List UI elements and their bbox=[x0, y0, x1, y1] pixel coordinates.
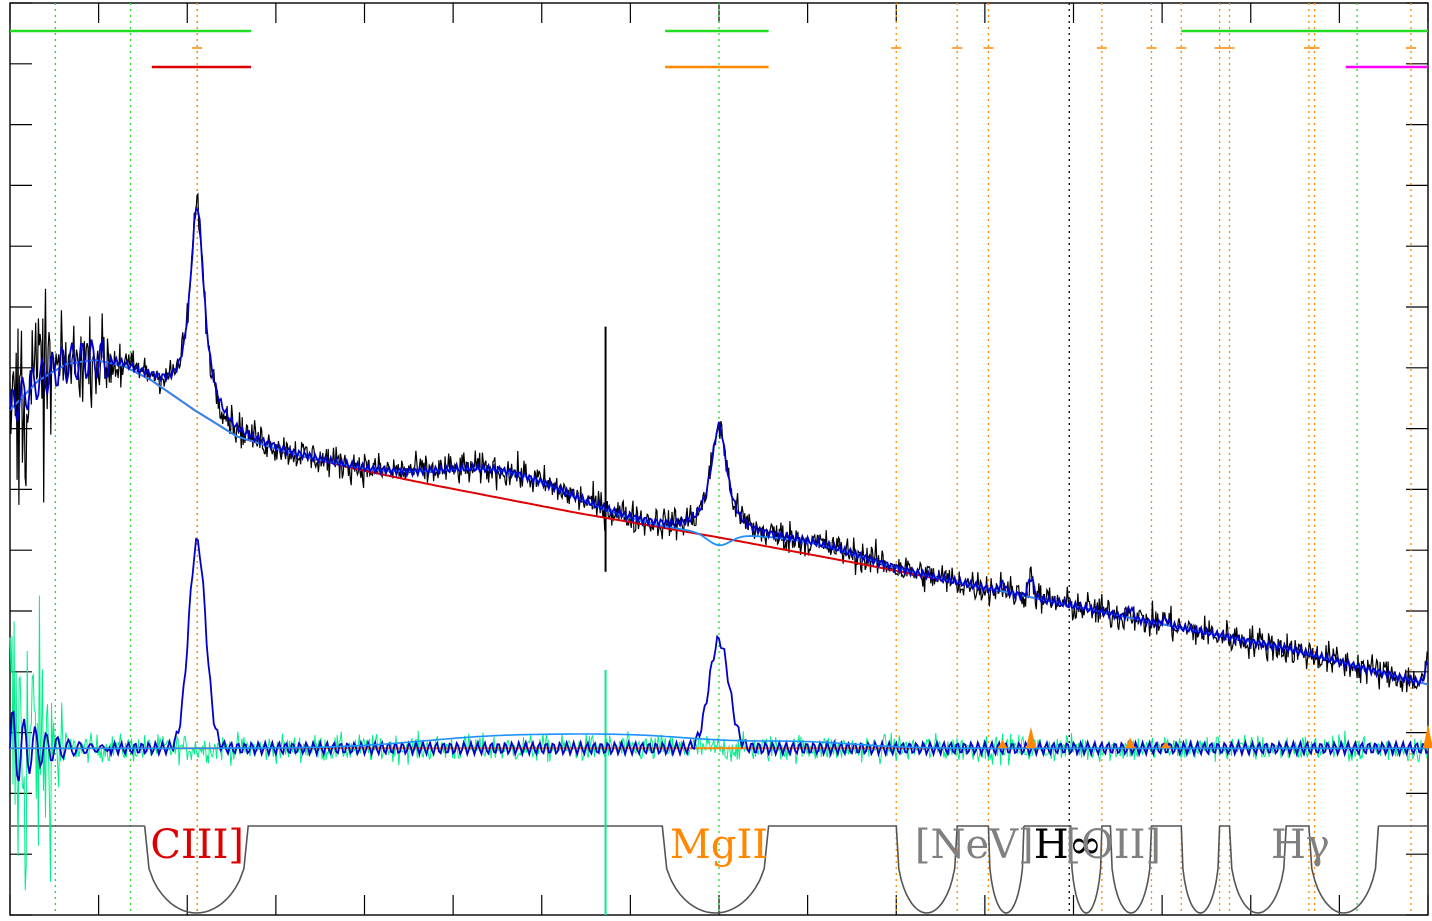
emission-line-label: [OII] bbox=[1065, 822, 1161, 868]
emission-line-label: MgII bbox=[670, 822, 768, 868]
narrow-line-component bbox=[1125, 737, 1136, 749]
feii-template bbox=[10, 733, 1428, 750]
emission-line-label: Hγ bbox=[1271, 822, 1330, 868]
narrow-line-component bbox=[997, 739, 1008, 749]
observed-flux bbox=[9, 192, 1429, 693]
emission-line-label: [NeV] bbox=[915, 822, 1034, 868]
emission-line-label: CIII] bbox=[150, 822, 244, 868]
narrow-line-component bbox=[1423, 724, 1432, 749]
emission-line-label: H∞ bbox=[1034, 822, 1102, 868]
total-model bbox=[9, 206, 1429, 687]
narrow-line-component bbox=[1025, 726, 1036, 749]
window-function-curve bbox=[10, 825, 1428, 914]
narrow-line-component bbox=[1160, 741, 1171, 749]
